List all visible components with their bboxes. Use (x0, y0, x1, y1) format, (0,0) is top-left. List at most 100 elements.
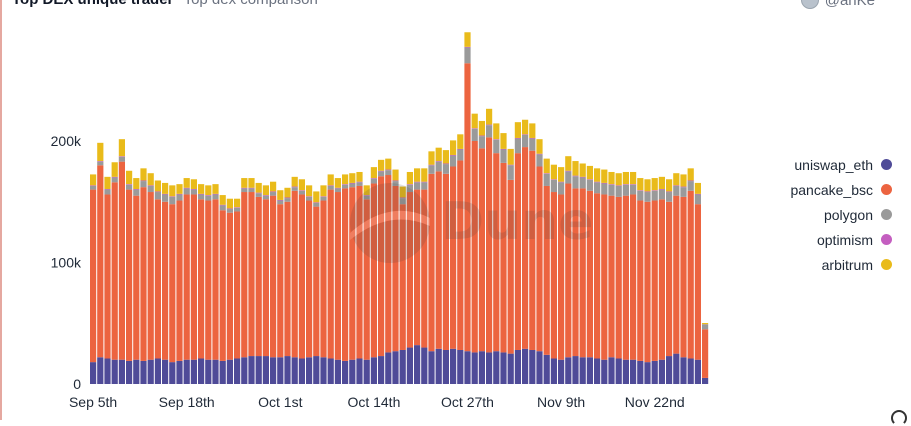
bar-optimism-10[interactable] (162, 194, 168, 195)
bar-pancake_bsc-25[interactable] (270, 196, 276, 358)
bar-polygon-78[interactable] (652, 191, 658, 201)
bar-pancake_bsc-61[interactable] (529, 151, 535, 350)
bar-arbitrum-77[interactable] (644, 179, 650, 191)
bar-polygon-74[interactable] (623, 185, 629, 196)
bar-pancake_bsc-2[interactable] (104, 194, 110, 358)
bar-arbitrum-58[interactable] (508, 149, 514, 165)
bar-optimism-46[interactable] (421, 182, 427, 183)
bar-arbitrum-53[interactable] (472, 114, 478, 129)
bar-uniswap_eth-70[interactable] (594, 358, 600, 384)
bar-pancake_bsc-81[interactable] (673, 196, 679, 354)
bar-uniswap_eth-51[interactable] (457, 350, 463, 384)
bar-arbitrum-20[interactable] (234, 199, 240, 208)
bar-arbitrum-26[interactable] (277, 190, 283, 200)
bar-arbitrum-12[interactable] (176, 184, 182, 194)
bar-pancake_bsc-83[interactable] (688, 191, 694, 359)
bar-uniswap_eth-53[interactable] (472, 352, 478, 384)
bar-polygon-68[interactable] (580, 177, 586, 188)
bar-optimism-17[interactable] (212, 194, 218, 195)
bar-optimism-75[interactable] (630, 184, 636, 185)
bar-optimism-11[interactable] (169, 196, 175, 197)
bar-uniswap_eth-84[interactable] (695, 360, 701, 384)
bar-pancake_bsc-73[interactable] (616, 197, 622, 359)
bar-uniswap_eth-60[interactable] (522, 349, 528, 384)
bar-arbitrum-16[interactable] (205, 185, 211, 195)
bar-arbitrum-56[interactable] (493, 123, 499, 139)
bar-polygon-65[interactable] (558, 182, 564, 194)
bar-arbitrum-1[interactable] (97, 143, 103, 161)
bar-uniswap_eth-22[interactable] (248, 356, 254, 384)
bar-uniswap_eth-80[interactable] (666, 356, 672, 384)
bar-arbitrum-4[interactable] (119, 139, 125, 156)
bar-optimism-22[interactable] (248, 188, 254, 189)
bar-optimism-77[interactable] (644, 191, 650, 192)
bar-arbitrum-49[interactable] (443, 150, 449, 163)
bar-arbitrum-50[interactable] (450, 140, 456, 155)
bar-optimism-60[interactable] (522, 134, 528, 135)
bar-uniswap_eth-81[interactable] (673, 354, 679, 384)
bar-optimism-40[interactable] (378, 171, 384, 172)
bar-uniswap_eth-85[interactable] (702, 378, 708, 384)
bar-polygon-69[interactable] (587, 180, 593, 191)
bar-uniswap_eth-23[interactable] (256, 356, 262, 384)
bar-optimism-33[interactable] (328, 185, 334, 186)
bar-optimism-63[interactable] (544, 173, 550, 174)
bar-polygon-47[interactable] (428, 165, 434, 174)
bar-optimism-79[interactable] (659, 189, 665, 190)
bar-arbitrum-36[interactable] (349, 173, 355, 183)
bar-arbitrum-55[interactable] (486, 109, 492, 125)
bar-optimism-39[interactable] (371, 178, 377, 179)
bar-optimism-37[interactable] (356, 182, 362, 183)
bar-polygon-46[interactable] (421, 182, 427, 189)
bar-polygon-60[interactable] (522, 135, 528, 147)
bar-uniswap_eth-56[interactable] (493, 351, 499, 384)
bar-uniswap_eth-31[interactable] (313, 356, 319, 384)
bar-optimism-23[interactable] (256, 193, 262, 194)
bar-pancake_bsc-21[interactable] (241, 192, 247, 357)
bar-arbitrum-83[interactable] (688, 168, 694, 180)
bar-pancake_bsc-28[interactable] (292, 191, 298, 357)
bar-uniswap_eth-61[interactable] (529, 350, 535, 384)
bar-pancake_bsc-79[interactable] (659, 199, 665, 359)
bar-arbitrum-13[interactable] (184, 178, 190, 188)
bar-polygon-77[interactable] (644, 192, 650, 202)
bar-arbitrum-75[interactable] (630, 172, 636, 184)
bar-arbitrum-74[interactable] (623, 172, 629, 184)
bar-polygon-49[interactable] (443, 164, 449, 174)
bar-polygon-8[interactable] (148, 186, 154, 192)
bar-optimism-8[interactable] (148, 185, 154, 186)
bar-arbitrum-48[interactable] (436, 148, 442, 161)
bar-arbitrum-82[interactable] (680, 174, 686, 186)
bar-arbitrum-51[interactable] (457, 134, 463, 149)
bar-optimism-2[interactable] (104, 189, 110, 190)
bar-polygon-76[interactable] (637, 191, 643, 201)
bar-pancake_bsc-11[interactable] (169, 204, 175, 362)
bar-optimism-58[interactable] (508, 165, 514, 166)
bar-uniswap_eth-71[interactable] (601, 360, 607, 384)
bar-uniswap_eth-41[interactable] (385, 352, 391, 384)
bar-polygon-66[interactable] (565, 171, 571, 183)
bar-arbitrum-38[interactable] (364, 185, 370, 195)
bar-polygon-43[interactable] (400, 198, 406, 204)
bar-pancake_bsc-63[interactable] (544, 186, 550, 355)
bar-pancake_bsc-65[interactable] (558, 194, 564, 359)
bar-pancake_bsc-32[interactable] (320, 201, 326, 358)
bar-uniswap_eth-2[interactable] (104, 358, 110, 384)
bar-pancake_bsc-22[interactable] (248, 192, 254, 356)
bar-arbitrum-63[interactable] (544, 159, 550, 174)
bar-optimism-65[interactable] (558, 182, 564, 183)
bar-optimism-44[interactable] (407, 184, 413, 185)
bar-polygon-35[interactable] (342, 185, 348, 189)
bar-optimism-56[interactable] (493, 139, 499, 140)
bar-polygon-41[interactable] (385, 170, 391, 175)
bar-uniswap_eth-67[interactable] (572, 356, 578, 384)
bar-polygon-39[interactable] (371, 179, 377, 184)
bar-polygon-59[interactable] (515, 139, 521, 154)
bar-polygon-61[interactable] (529, 139, 535, 151)
bar-arbitrum-66[interactable] (565, 156, 571, 171)
bar-arbitrum-27[interactable] (284, 188, 290, 198)
bar-uniswap_eth-40[interactable] (378, 356, 384, 384)
bar-arbitrum-60[interactable] (522, 120, 528, 135)
bar-pancake_bsc-58[interactable] (508, 180, 514, 354)
bar-pancake_bsc-20[interactable] (234, 211, 240, 358)
